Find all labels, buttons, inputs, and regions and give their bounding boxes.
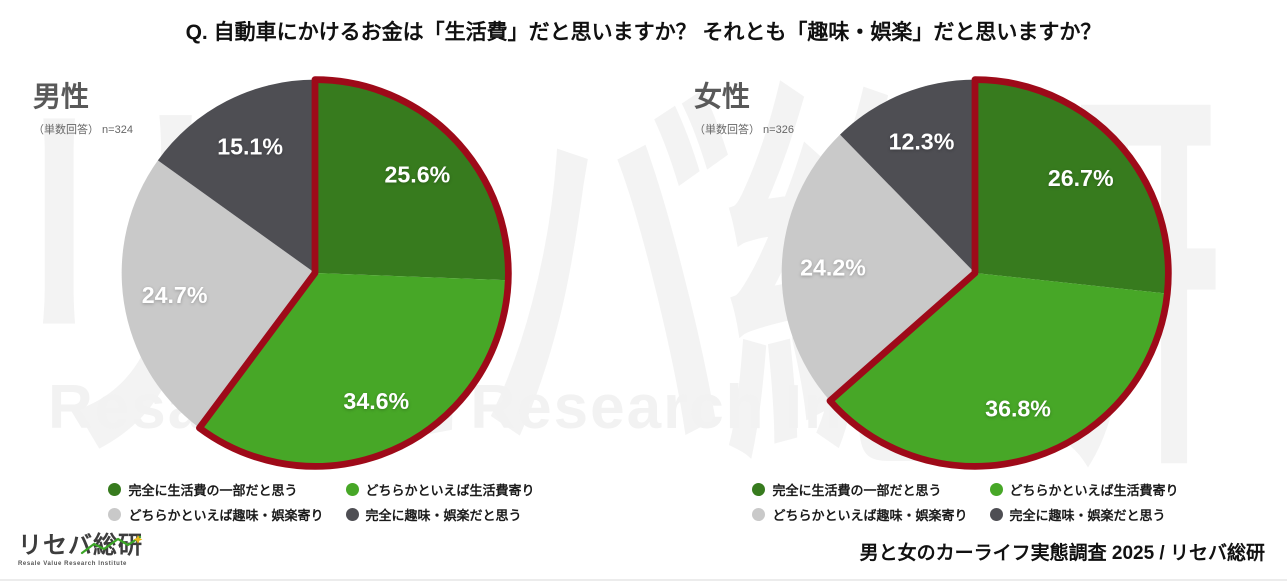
pie-slice-0 [975,79,1169,294]
highlight-outline [826,76,1172,470]
legend-bullet-icon [989,483,1003,496]
legend-label: どちらかといえば生活費寄り [365,483,535,498]
pie-slice-2 [121,160,315,428]
highlight-outline [196,76,512,470]
pie-slice-1 [199,273,509,467]
pie-chart-male: 25.6% 34.6% 24.7% 15.1% [121,76,512,470]
legend-label: どちらかといえば生活費寄り [1009,483,1179,498]
pie-slice-1 [829,273,1168,467]
legend-bullet-icon [752,508,766,521]
pie-slice-value-label: 12.3% [889,128,955,154]
group-title-male: 男性 [33,81,90,112]
brand-logo: リセバ総研 Resale Value Research Institute [18,532,143,568]
pie-slice-value-label: 36.8% [985,395,1051,421]
group-sample-size-male: （単数回答） n=324 [33,124,133,136]
legend-item-1: どちらかといえば生活費寄り [989,480,1179,499]
legend-female: 完全に生活費の一部だと思う どちらかといえば生活費寄りどちらかといえば趣味・娯楽寄… [644,480,1287,524]
survey-source-text: 男と女のカーライフ実態調査 2025 / リセバ総研 [859,543,1265,564]
charts-row: 男性 （単数回答） n=324 25.6% 34.6% 24.7% 15.1% 完全に… [0,60,1287,524]
legend-male: 完全に生活費の一部だと思う どちらかといえば生活費寄りどちらかといえば趣味・娯楽寄… [0,480,643,524]
legend-label: 完全に生活費の一部だと思う [128,483,298,498]
pie-slice-value-label: 24.7% [142,282,208,308]
pie-slice-3 [840,79,975,274]
pie-slice-value-label: 15.1% [217,134,283,160]
legend-label: 完全に趣味・娯楽だと思う [365,508,522,523]
pie-slice-value-label: 34.6% [343,388,409,414]
legend-item-3: 完全に趣味・娯楽だと思う [989,505,1179,524]
panel-header-male: 男性 （単数回答） n=324 [33,75,133,137]
pie-slice-value-label: 24.2% [800,255,866,281]
pie-slice-3 [157,79,315,274]
legend-label: 完全に生活費の一部だと思う [772,483,942,498]
legend-label: どちらかといえば趣味・娯楽寄り [128,508,324,523]
legend-bullet-icon [345,483,359,496]
pie-slice-value-label: 25.6% [384,161,450,187]
group-sample-size-female: （単数回答） n=326 [694,124,794,136]
legend-item-0: 完全に生活費の一部だと思う [752,480,967,499]
legend-bullet-icon [989,508,1003,521]
legend-label: 完全に趣味・娯楽だと思う [1009,508,1166,523]
brand-logo-text: リセバ総研 [18,532,143,559]
pie-slice-2 [781,134,975,401]
chart-panel-female: 女性 （単数回答） n=326 26.7% 36.8% 24.2% 12.3% 完全に… [644,60,1287,524]
legend-bullet-icon [345,508,359,521]
panel-header-female: 女性 （単数回答） n=326 [694,75,794,137]
legend-item-1: どちらかといえば生活費寄り [345,480,535,499]
pie-slice-0 [315,79,509,281]
pie-slice-value-label: 26.7% [1048,165,1114,191]
bottom-divider [0,579,1287,581]
legend-item-0: 完全に生活費の一部だと思う [108,480,323,499]
group-title-female: 女性 [694,81,751,112]
legend-bullet-icon [108,508,122,521]
legend-item-2: どちらかといえば趣味・娯楽寄り [108,505,324,524]
brand-logo-subtext: Resale Value Research Institute [18,561,127,568]
legend-bullet-icon [752,483,766,496]
question-title: Q. 自動車にかけるお金は「生活費」だと思いますか？ それとも「趣味・娯楽」だと… [185,21,1102,44]
legend-item-3: 完全に趣味・娯楽だと思う [345,505,535,524]
legend-bullet-icon [108,483,122,496]
legend-label: どちらかといえば趣味・娯楽寄り [772,508,968,523]
legend-item-2: どちらかといえば趣味・娯楽寄り [752,505,968,524]
chart-panel-male: 男性 （単数回答） n=324 25.6% 34.6% 24.7% 15.1% 完全に… [0,60,643,524]
pie-chart-female: 26.7% 36.8% 24.2% 12.3% [781,76,1172,470]
